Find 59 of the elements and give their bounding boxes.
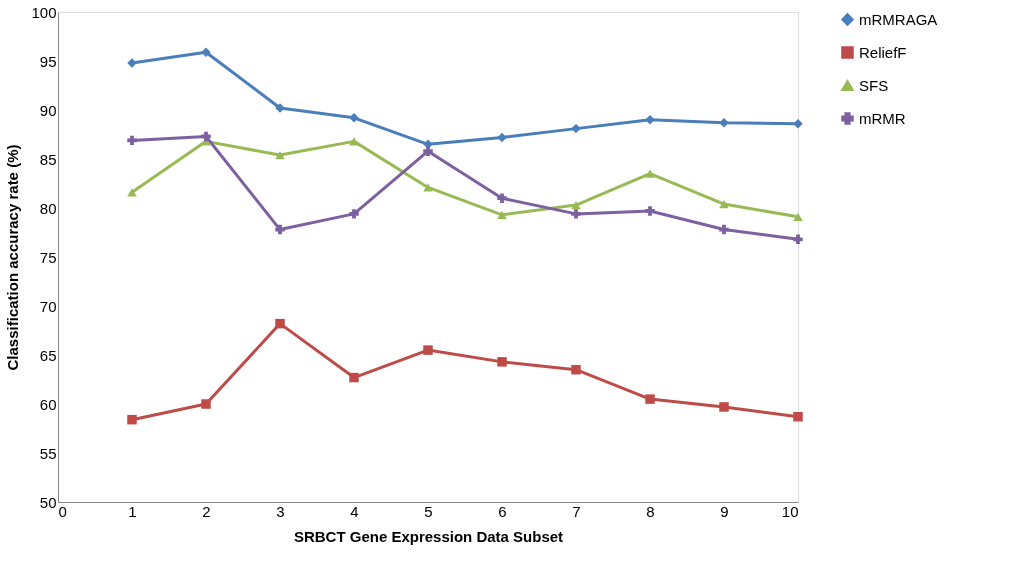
point (275, 150, 285, 160)
x-tick-label: 9 (720, 502, 729, 520)
point (275, 224, 285, 235)
y-tick-label: 100 (31, 3, 57, 21)
y-tick-label: 60 (39, 395, 57, 413)
point (127, 414, 137, 425)
point (645, 394, 655, 404)
point (201, 131, 211, 142)
legend-label: SFS (859, 76, 889, 94)
y-tick-label: 55 (39, 444, 57, 462)
x-tick-label: 7 (572, 502, 581, 520)
point (719, 199, 729, 209)
point (719, 402, 729, 412)
point (793, 412, 803, 422)
point (719, 118, 729, 128)
point (645, 206, 655, 216)
y-tick-label: 95 (39, 52, 57, 70)
x-tick-label: 6 (498, 502, 507, 520)
point (497, 210, 507, 219)
point (719, 224, 729, 235)
point (793, 118, 803, 129)
y-tick-label: 90 (39, 101, 57, 119)
y-tick-label: 85 (39, 150, 57, 168)
point (201, 399, 211, 409)
point (571, 200, 581, 210)
x-tick-label: 10 (781, 502, 799, 520)
point (127, 135, 137, 146)
point (349, 209, 359, 219)
y-tick-label: 50 (39, 493, 57, 511)
point (423, 183, 433, 192)
point (497, 132, 507, 143)
x-tick-label: 2 (202, 502, 211, 520)
point (423, 345, 433, 355)
point (349, 372, 359, 383)
point (793, 234, 803, 245)
y-tick-label: 65 (39, 346, 57, 364)
point (571, 123, 581, 134)
x-tick-label: 1 (128, 502, 137, 520)
point (275, 318, 285, 329)
x-tick-label: 8 (646, 502, 655, 520)
x-tick-label: 3 (276, 502, 285, 520)
y-tick-label: 75 (39, 248, 57, 266)
point (423, 146, 433, 156)
y-tick-label: 80 (39, 199, 57, 217)
point (571, 364, 581, 375)
x-tick-label: 5 (424, 502, 433, 520)
legend-label: mRMRAGA (859, 10, 938, 28)
x-tick-label: 4 (350, 502, 359, 520)
legend-label: mRMR (859, 109, 906, 127)
point (497, 193, 507, 203)
legend-label: ReliefF (859, 43, 907, 61)
y-axis-title: Classification accuracy rate (%) (4, 144, 22, 371)
x-axis-title: SRBCT Gene Expression Data Subset (293, 527, 564, 545)
point (497, 357, 507, 367)
x-tick-label: 0 (58, 502, 67, 520)
point (645, 169, 655, 178)
point (793, 212, 803, 221)
y-tick-label: 70 (39, 297, 57, 315)
point (571, 209, 581, 219)
